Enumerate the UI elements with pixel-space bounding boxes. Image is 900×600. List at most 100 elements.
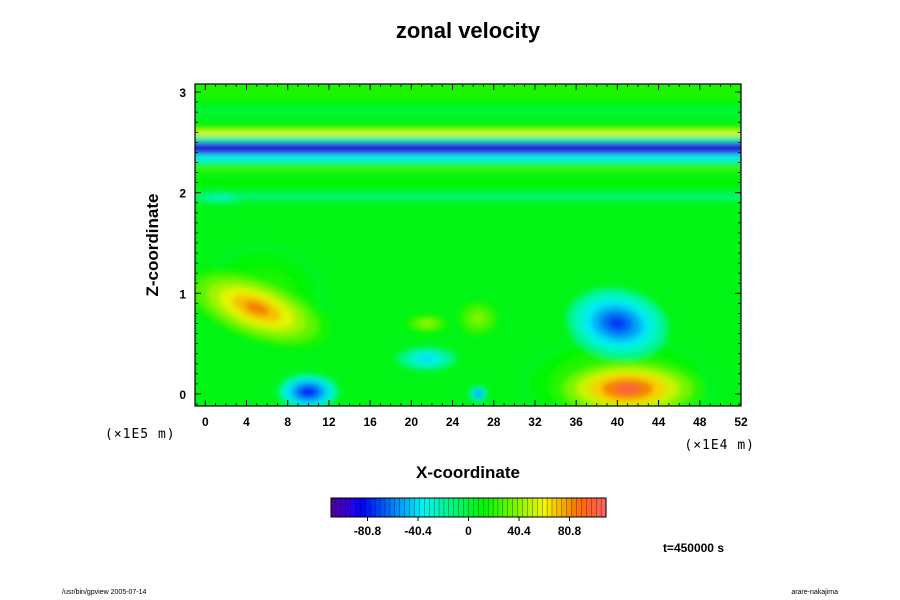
velocity-blob xyxy=(303,388,314,395)
colorbar-cell xyxy=(576,497,582,518)
x-tick: 20 xyxy=(405,84,419,429)
y-tick: 0 xyxy=(179,388,741,402)
colorbar-cell xyxy=(556,497,563,518)
colorbar-cell xyxy=(512,497,519,518)
x-tick: 48 xyxy=(693,84,707,429)
colorbar-cell xyxy=(586,497,592,518)
colorbar-cell xyxy=(492,497,499,518)
colorbar-cell xyxy=(438,497,445,518)
y-tick: 3 xyxy=(179,86,741,100)
x-tick-label: 12 xyxy=(322,415,336,429)
x-tick-label: 44 xyxy=(652,415,666,429)
colorbar-tick-label: 80.8 xyxy=(558,524,582,538)
colorbar-tick-label: -80.8 xyxy=(354,524,382,538)
colorbar-cell xyxy=(350,497,357,518)
velocity-blob xyxy=(474,314,483,323)
colorbar-cell xyxy=(581,497,587,518)
velocity-band xyxy=(195,178,741,188)
colorbar-cell xyxy=(487,497,494,518)
colorbar-cell xyxy=(345,497,352,518)
colorbar-cell xyxy=(502,497,509,518)
velocity-blob xyxy=(614,383,641,394)
x-tick: 28 xyxy=(487,84,501,429)
y-axis-title: Z-coordinate xyxy=(143,194,162,297)
x-axis-title: X-coordinate xyxy=(416,463,520,482)
x-scale-label: (×1E4 m) xyxy=(684,438,755,453)
colorbar-cell xyxy=(448,497,455,518)
colorbar-cell xyxy=(429,497,435,518)
x-tick-label: 16 xyxy=(363,415,377,429)
x-tick: 52 xyxy=(734,84,748,429)
colorbar-tick-label: 0 xyxy=(465,524,472,538)
colorbar-cell xyxy=(527,497,533,518)
colorbar-cell xyxy=(375,497,381,518)
colorbar-cell xyxy=(335,497,342,518)
x-tick: 16 xyxy=(363,84,377,429)
velocity-blob xyxy=(421,356,432,361)
colorbar-cell xyxy=(399,497,406,518)
velocity-band xyxy=(195,164,741,173)
colorbar-cell xyxy=(443,497,450,518)
y-tick-label: 3 xyxy=(179,86,186,100)
colorbar-cell xyxy=(507,497,514,518)
velocity-blob xyxy=(476,392,480,396)
velocity-blob xyxy=(215,196,226,199)
velocity-band xyxy=(195,84,741,101)
velocity-field xyxy=(195,84,741,406)
colorbar-cell xyxy=(424,497,430,518)
velocity-band xyxy=(195,136,741,143)
colorbar: -80.8 -40.4 0 40.4 80.8 xyxy=(330,497,607,538)
x-axis: 0 4 8 12 16 20 24 28 32 36 40 44 48 52 xyxy=(202,84,748,429)
colorbar-cell xyxy=(365,497,371,518)
y-tick-label: 2 xyxy=(179,187,186,201)
x-tick-label: 24 xyxy=(446,415,460,429)
colorbar-cell xyxy=(546,497,553,518)
velocity-band xyxy=(195,106,741,119)
x-tick-label: 32 xyxy=(528,415,542,429)
colorbar-tick: 0 xyxy=(465,517,472,538)
colorbar-cell xyxy=(458,497,465,518)
colorbar-cell xyxy=(571,497,578,518)
colorbar-tick-label: 40.4 xyxy=(507,524,531,538)
colorbar-cell xyxy=(561,497,568,518)
x-tick-label: 40 xyxy=(611,415,625,429)
colorbar-tick: -40.4 xyxy=(404,517,432,538)
colorbar-cell xyxy=(566,497,573,518)
y-scale-label: (×1E5 m) xyxy=(105,427,176,442)
velocity-blob xyxy=(422,321,432,326)
x-tick-label: 48 xyxy=(693,415,707,429)
velocity-band xyxy=(195,142,741,155)
colorbar-cell xyxy=(468,497,474,518)
x-tick: 4 xyxy=(243,84,250,429)
y-tick-label: 1 xyxy=(179,287,186,301)
x-tick: 44 xyxy=(652,84,666,429)
colorbar-cell xyxy=(384,497,391,518)
velocity-band xyxy=(195,154,741,163)
chart-title: zonal velocity xyxy=(396,18,541,43)
x-tick-label: 52 xyxy=(734,415,748,429)
x-tick-label: 36 xyxy=(569,415,583,429)
colorbar-cell xyxy=(591,497,597,518)
colorbar-cell xyxy=(517,497,524,518)
colorbar-cell xyxy=(542,497,548,518)
colorbar-cell xyxy=(532,497,538,518)
colorbar-cell xyxy=(389,497,396,518)
colorbar-cell xyxy=(551,497,558,518)
colorbar-cell xyxy=(404,497,411,518)
velocity-band xyxy=(195,128,741,137)
y-tick: 1 xyxy=(179,287,741,301)
x-tick-label: 20 xyxy=(405,415,419,429)
colorbar-cell xyxy=(463,497,470,518)
colorbar-cell xyxy=(414,497,420,518)
x-tick: 24 xyxy=(446,84,460,429)
x-tick-label: 8 xyxy=(284,415,291,429)
colorbar-cell xyxy=(394,497,401,518)
colorbar-cell xyxy=(379,497,386,518)
colorbar-cell xyxy=(355,497,362,518)
colorbar-tick: 40.4 xyxy=(507,517,531,538)
velocity-blob xyxy=(244,301,270,316)
x-tick: 12 xyxy=(322,84,336,429)
time-label: t=450000 s xyxy=(663,541,724,555)
velocity-band xyxy=(195,192,741,201)
colorbar-cell xyxy=(522,497,528,518)
